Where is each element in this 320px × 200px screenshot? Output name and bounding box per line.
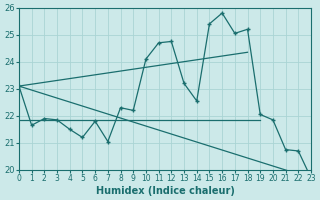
X-axis label: Humidex (Indice chaleur): Humidex (Indice chaleur) <box>96 186 235 196</box>
